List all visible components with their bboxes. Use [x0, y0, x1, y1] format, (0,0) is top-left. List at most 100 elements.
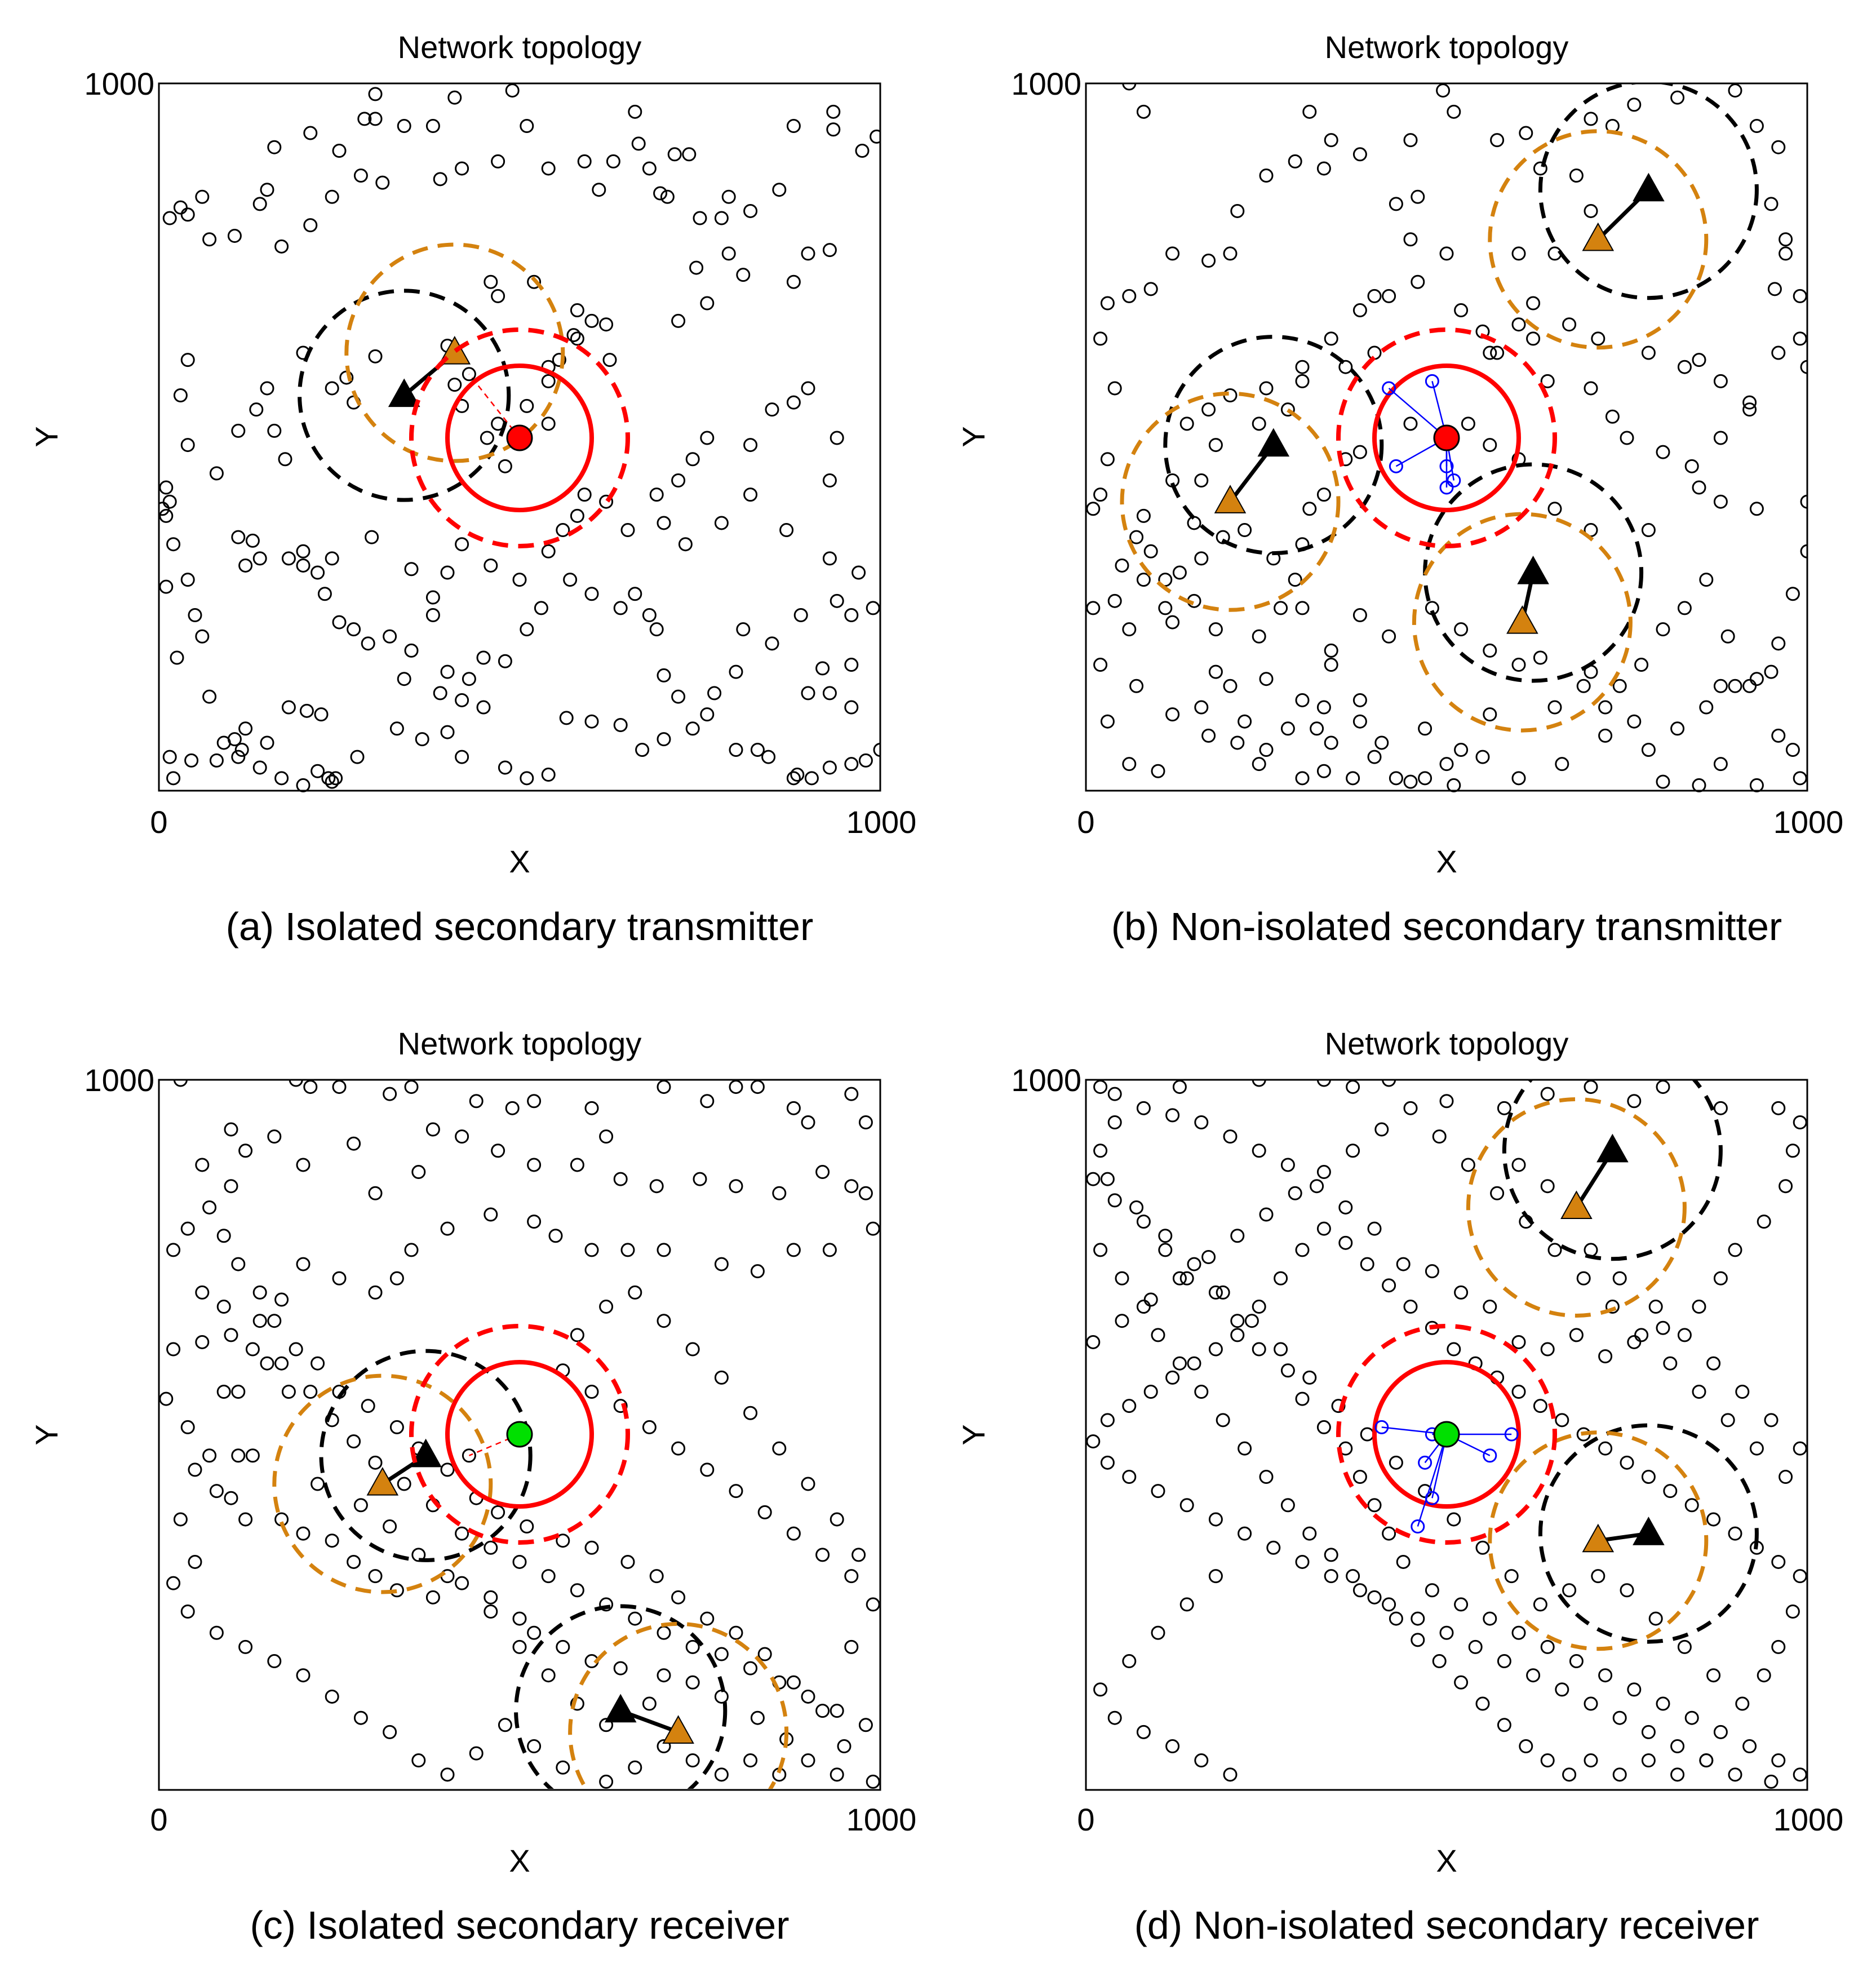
node-point — [1785, 743, 1800, 757]
node-point — [1490, 1186, 1505, 1200]
node-point — [743, 438, 758, 453]
node-point — [1346, 1569, 1360, 1584]
node-point — [1800, 494, 1807, 509]
node-point — [1454, 743, 1469, 757]
node-point — [159, 1391, 174, 1406]
node-point — [1165, 707, 1180, 722]
node-point — [1187, 1257, 1201, 1271]
node-point — [1158, 1229, 1173, 1243]
linked-node-point — [462, 1448, 476, 1463]
node-point — [1519, 1739, 1533, 1754]
node-point — [801, 1115, 815, 1129]
node-point — [1656, 1320, 1670, 1335]
node-point — [541, 768, 556, 782]
node-point — [721, 189, 736, 204]
node-point — [520, 398, 534, 413]
node-point — [299, 703, 314, 718]
node-point — [1295, 771, 1310, 786]
secondary-transmitter-triangle — [1596, 1133, 1629, 1163]
node-point — [1699, 573, 1714, 587]
node-point — [1605, 1300, 1620, 1314]
node-point — [1295, 1554, 1310, 1569]
node-point — [1367, 1590, 1382, 1604]
node-point — [1713, 431, 1728, 445]
node-point — [1194, 473, 1209, 487]
node-point — [353, 1710, 368, 1725]
node-point — [1208, 438, 1223, 453]
node-point — [252, 551, 267, 566]
node-point — [1677, 601, 1692, 615]
node-point — [1555, 757, 1569, 772]
node-point — [685, 452, 700, 467]
node-point — [1728, 83, 1742, 98]
node-point — [743, 487, 758, 502]
node-point — [162, 494, 177, 509]
node-point — [657, 516, 671, 530]
node-point — [180, 573, 195, 587]
node-point — [657, 1243, 671, 1257]
node-point — [368, 1186, 383, 1200]
node-point — [541, 544, 556, 559]
node-point — [649, 487, 664, 502]
node-point — [1656, 445, 1670, 459]
node-point — [1122, 289, 1137, 303]
node-point — [1411, 1633, 1425, 1647]
node-point — [1627, 1335, 1642, 1349]
node-point — [425, 1590, 440, 1604]
node-point — [592, 183, 606, 197]
node-point — [1562, 1767, 1577, 1782]
node-point — [1165, 246, 1180, 261]
panel-b: Network topology 1000 0 1000 X Y (b) Non… — [956, 29, 1843, 948]
node-point — [1403, 133, 1418, 148]
node-point — [1454, 1285, 1469, 1300]
node-point — [1454, 303, 1469, 318]
tx-range-circle — [1502, 1080, 1723, 1261]
node-point — [1223, 679, 1238, 693]
node-point — [1367, 289, 1382, 303]
node-point — [628, 1611, 642, 1626]
node-point — [1677, 1639, 1692, 1654]
node-point — [347, 622, 361, 637]
node-point — [830, 1704, 844, 1718]
node-point — [1208, 622, 1223, 637]
node-point — [512, 573, 527, 587]
node-point — [1511, 1158, 1526, 1172]
x-tick-label-left: 0 — [150, 1802, 167, 1837]
node-point — [180, 438, 195, 453]
outer-range-circle — [409, 327, 630, 548]
linked-node-point — [1382, 381, 1396, 396]
node-point — [1136, 1725, 1151, 1739]
linked-node-point — [462, 367, 476, 382]
node-point — [498, 459, 512, 473]
node-point — [729, 664, 743, 679]
node-point — [455, 693, 469, 707]
panel-caption: (d) Non-isolated secondary receiver — [1134, 1903, 1759, 1947]
node-point — [1713, 1101, 1728, 1115]
node-point — [389, 1420, 404, 1434]
node-point — [1728, 679, 1742, 693]
secondary-transmitter-triangle — [410, 1438, 442, 1468]
node-point — [1238, 1441, 1252, 1456]
node-point — [491, 1143, 505, 1158]
node-point — [700, 1094, 715, 1109]
node-point — [1569, 169, 1584, 183]
node-point — [1352, 303, 1367, 318]
rx-range-circle — [568, 1621, 789, 1789]
node-point — [1692, 1385, 1706, 1399]
node-point — [180, 1420, 195, 1434]
node-point — [1324, 331, 1338, 346]
node-point — [231, 530, 246, 544]
node-point — [1389, 771, 1403, 786]
node-point — [195, 189, 210, 204]
node-point — [1735, 1385, 1750, 1399]
node-point — [1793, 1115, 1807, 1129]
node-point — [1540, 1179, 1555, 1194]
node-point — [440, 1462, 455, 1477]
tx-range-circle — [319, 1349, 533, 1562]
node-point — [1454, 622, 1469, 637]
node-point — [1346, 1080, 1360, 1094]
node-point — [1086, 1172, 1101, 1186]
node-point — [671, 689, 686, 704]
node-point — [1591, 331, 1606, 346]
panel-title: Network topology — [398, 1026, 642, 1061]
